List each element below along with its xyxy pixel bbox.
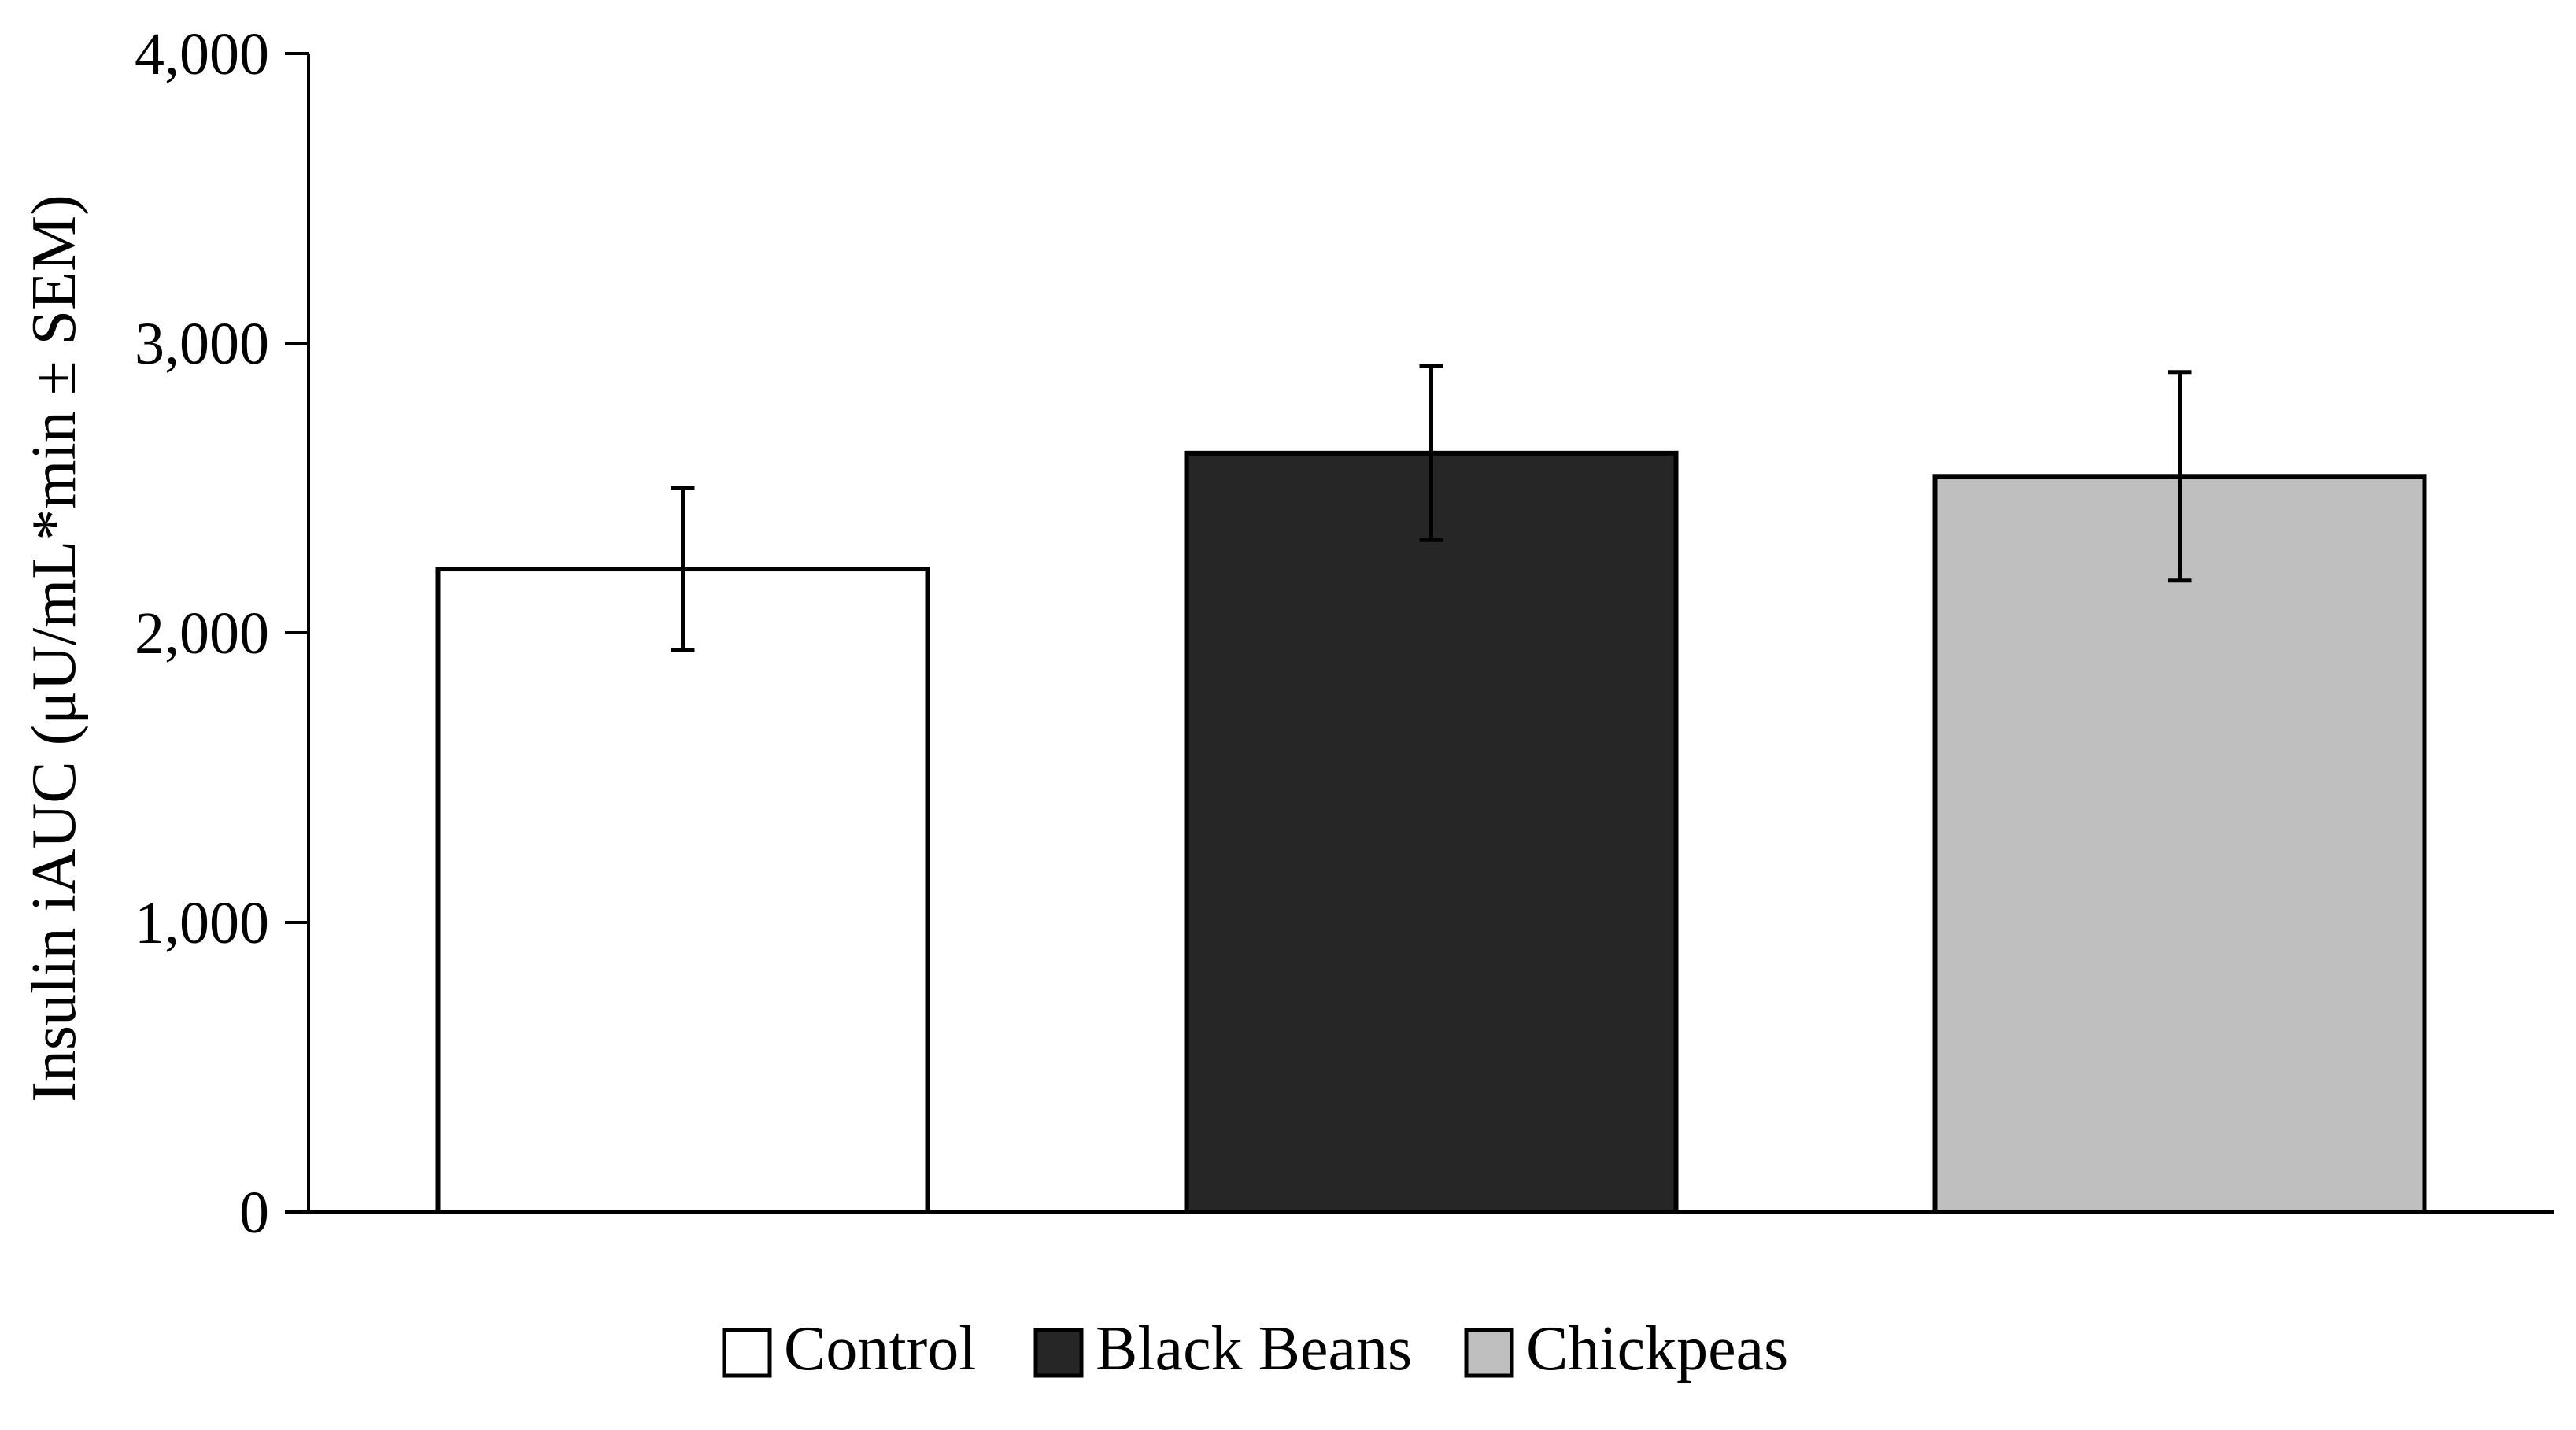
legend-item: Chickpeas [1464, 1314, 1788, 1384]
y-tick-label: 1,000 [135, 890, 269, 956]
y-tick-label: 2,000 [135, 600, 269, 667]
legend-label: Black Beans [1096, 1314, 1412, 1384]
y-ticks-layer: 0 1,000 2,000 3,000 4,000 [135, 21, 309, 1246]
legend-swatch [722, 1328, 772, 1378]
legend-item: Control [722, 1314, 976, 1384]
legend-label: Control [784, 1314, 976, 1384]
legend-swatch [1033, 1328, 1084, 1378]
legend-swatch [1464, 1328, 1514, 1378]
y-tick-label: 4,000 [135, 21, 269, 87]
error-bar-chickpeas [2168, 370, 2192, 583]
legend-item: Black Beans [1033, 1314, 1412, 1384]
y-tick-label: 0 [239, 1180, 269, 1246]
bar-black-beans [1184, 450, 1679, 1214]
bar-control [435, 567, 930, 1214]
legend-label: Chickpeas [1526, 1314, 1788, 1384]
y-tick-label: 3,000 [135, 311, 269, 377]
error-bars-layer [671, 364, 2192, 652]
bars-layer [435, 450, 2427, 1214]
y-axis-label: Insulin iAUC (μU/mL*min ± SEM) [20, 194, 89, 1102]
legend: Control Black Beans Chickpeas [722, 1314, 1788, 1384]
error-bar-black-beans [1419, 364, 1443, 542]
bar-chickpeas [1932, 474, 2427, 1214]
error-bar-control [671, 486, 695, 652]
